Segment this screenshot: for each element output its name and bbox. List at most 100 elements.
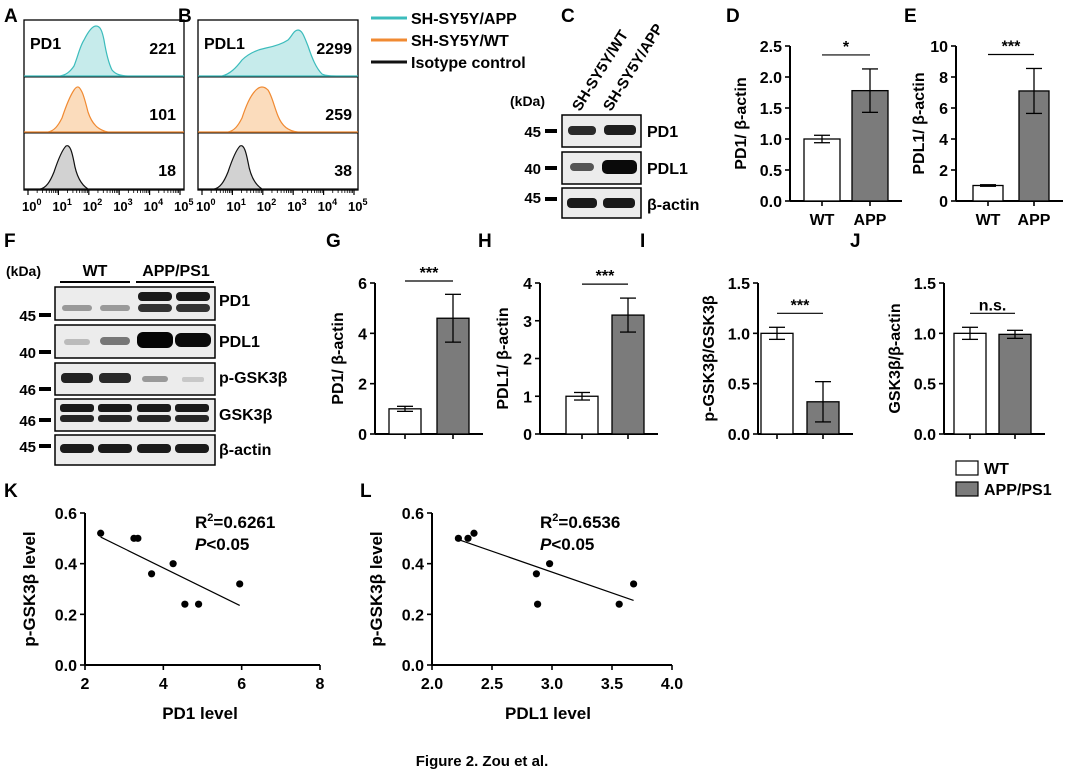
y-tick-label: 1.0 — [760, 132, 782, 149]
blot-band — [60, 415, 94, 422]
legend-label-wt: SH-SY5Y/WT — [411, 33, 509, 50]
x-tick-exponent: 3 — [128, 197, 133, 207]
y-tick-label: 0 — [939, 194, 948, 211]
protein-label: PD1 — [647, 124, 678, 141]
x-tick-exponent: 5 — [362, 197, 367, 207]
blot-band — [99, 373, 131, 383]
y-tick-label: 0.0 — [914, 427, 936, 444]
x-tick-label: 103 — [113, 197, 132, 214]
bar-wt — [953, 332, 987, 435]
blot-band — [98, 415, 132, 422]
mfi-value: 221 — [149, 41, 176, 58]
blot-band — [137, 415, 171, 422]
blot-band — [137, 444, 171, 453]
significance-label: *** — [791, 297, 810, 314]
panel-label-d: D — [726, 6, 740, 27]
flow-x-axis-a: 100 101 102 103 104 105 — [22, 190, 193, 214]
blot-band — [138, 292, 172, 301]
blot-band — [175, 404, 209, 412]
stat-p-value: P<0.05 — [540, 535, 594, 554]
scatter-point — [470, 529, 478, 537]
significance-label: n.s. — [979, 297, 1007, 314]
western-blot-f: (kDa) WT APP/PS1 — [6, 263, 288, 466]
x-tick-exponent: 2 — [271, 197, 276, 207]
bar-legend: WT APP/PS1 — [955, 460, 1052, 499]
bar-wt — [565, 395, 599, 435]
y-tick-label: 0.5 — [728, 377, 750, 394]
x-tick-exponent: 0 — [210, 197, 215, 207]
kda-label: (kDa) — [510, 93, 545, 109]
protein-label: PD1 — [219, 293, 250, 310]
y-tick-label: 0.4 — [55, 557, 77, 574]
mfi-value: 2299 — [316, 41, 352, 58]
y-tick-label: 1.0 — [728, 326, 750, 343]
marker-tick — [39, 444, 51, 448]
y-tick-label: 4 — [358, 326, 367, 343]
flow-x-axis-b: 100 101 102 103 104 105 — [196, 190, 367, 214]
flow-legend: SH-SY5Y/APP SH-SY5Y/WT Isotype control — [371, 11, 526, 72]
marker-label: 45 — [19, 308, 36, 325]
x-tick-label: 2.5 — [481, 676, 503, 693]
blot-band — [62, 305, 92, 311]
blot-band — [100, 337, 130, 345]
blot-band — [568, 126, 596, 135]
blot-band — [182, 377, 204, 382]
x-tick-label: 6 — [237, 676, 246, 693]
flow-frame-b — [197, 19, 359, 191]
group-label-wt: WT — [83, 263, 108, 280]
significance-label: *** — [596, 268, 615, 285]
stat-r-squared: R2=0.6536 — [540, 512, 620, 532]
x-tick-label: 4.0 — [661, 676, 683, 693]
marker-label: 45 — [524, 124, 541, 141]
marker-tick — [39, 418, 51, 422]
significance-label: * — [843, 39, 850, 56]
x-axis-title: PDL1 level — [505, 704, 591, 723]
blot-band — [60, 444, 94, 453]
histogram-wt — [198, 86, 358, 133]
x-tick-label: 105 — [174, 197, 193, 214]
flow-frame-a — [23, 19, 185, 191]
stat-r-letter: R — [540, 513, 552, 532]
y-tick-label: 4 — [939, 132, 948, 149]
stat-p-letter: P — [195, 535, 207, 554]
blot-band — [604, 125, 636, 135]
x-tick-exponent: 3 — [302, 197, 307, 207]
bar-chart-d: 0.0 0.5 1.0 1.5 2.0 2.5 PD1/ β-actin WT APP * — [733, 39, 902, 229]
panel-label-a: A — [4, 6, 18, 27]
stat-r-value: =0.6261 — [213, 513, 275, 532]
scatter-point — [534, 600, 542, 608]
flow-title-b: PDL1 — [204, 36, 245, 53]
bar-chart-h: 0 1 2 3 4 PDL1/ β-actin *** — [495, 268, 658, 444]
y-tick-label: 0.4 — [402, 557, 424, 574]
stat-r-squared: R2=0.6261 — [195, 512, 275, 532]
bar-app — [998, 333, 1032, 435]
x-tick-label: 101 — [52, 197, 71, 214]
y-tick-label: 1.5 — [760, 101, 782, 118]
bar-wt — [803, 138, 841, 202]
flow-panel-b: PDL1 2299 259 38 100 101 102 103 104 105 — [196, 19, 367, 214]
scatter-point — [236, 580, 244, 588]
y-tick-label: 2.5 — [760, 39, 782, 56]
y-tick-label: 0.0 — [760, 194, 782, 211]
marker-label: 45 — [19, 439, 36, 456]
legend-label-wt: WT — [984, 461, 1009, 478]
y-tick-label: 10 — [930, 39, 948, 56]
y-tick-label: 0.6 — [402, 506, 424, 523]
marker-label: 45 — [524, 190, 541, 207]
y-tick-label: 0.6 — [55, 506, 77, 523]
stat-r-superscript: 2 — [552, 512, 558, 524]
scatter-point — [630, 580, 638, 588]
y-tick-label: 1.0 — [914, 326, 936, 343]
protein-label: β-actin — [647, 197, 699, 214]
scatter-point — [134, 534, 142, 542]
marker-tick — [39, 313, 51, 317]
y-axis-title: PD1/ β-actin — [330, 312, 347, 404]
y-axis-title: PDL1/ β-actin — [911, 72, 928, 174]
marker-tick — [545, 197, 557, 201]
bar-app — [611, 314, 645, 435]
x-tick-label: 3.5 — [601, 676, 623, 693]
marker-label: 46 — [19, 382, 36, 399]
x-tick-label: 8 — [316, 676, 325, 693]
y-tick-label: 1.5 — [914, 276, 936, 293]
x-tick-exponent: 5 — [188, 197, 193, 207]
